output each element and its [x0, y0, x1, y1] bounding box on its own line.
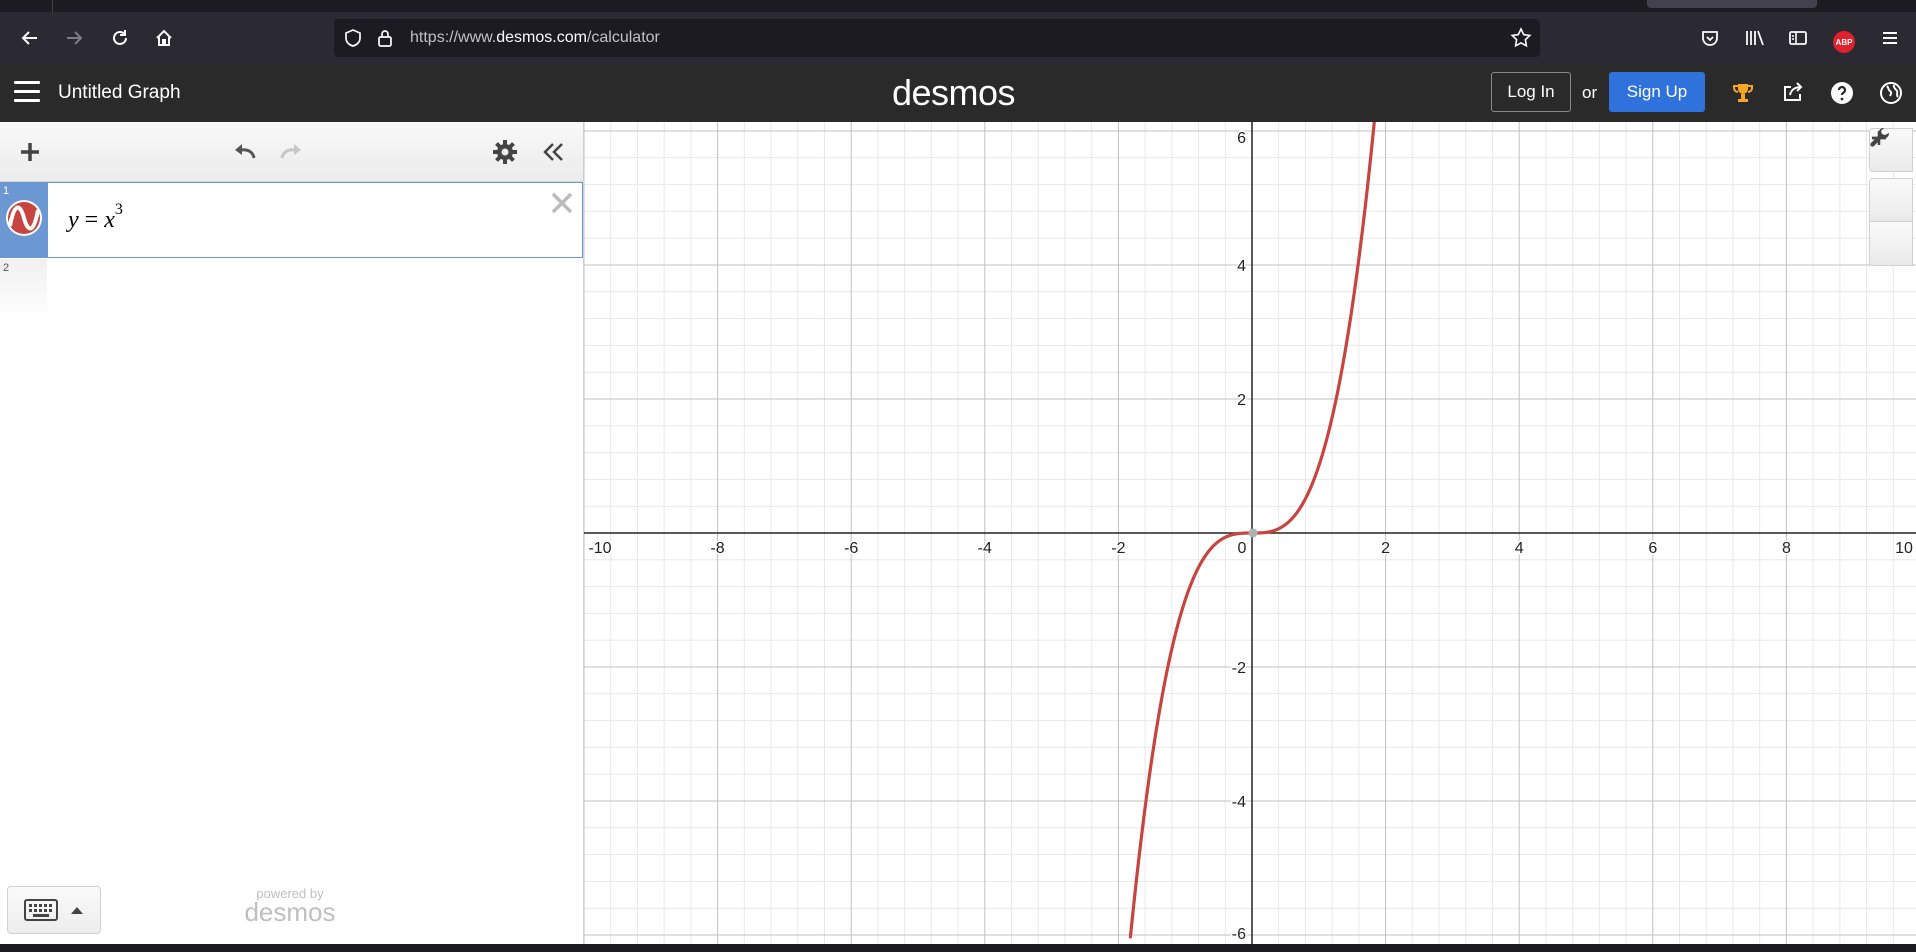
expression-input[interactable]: y = x3 — [47, 182, 583, 258]
help-icon[interactable] — [1827, 78, 1857, 108]
collapse-panel-icon[interactable] — [535, 134, 571, 170]
expression-panel: 1 y = x3 2 powered by desmos — [0, 122, 584, 944]
browser-toolbar: https://www.desmos.com/calculator ABP — [0, 12, 1916, 64]
graph-color-icon[interactable] — [5, 199, 43, 237]
sign-up-button[interactable]: Sign Up — [1609, 72, 1705, 112]
forward-arrow-icon[interactable] — [56, 20, 92, 56]
zoom-in-icon[interactable] — [1869, 131, 1913, 222]
or-label: or — [1582, 83, 1598, 102]
tab-separator — [52, 0, 53, 12]
home-icon[interactable] — [146, 20, 182, 56]
powered-by-text: powered by — [256, 886, 324, 901]
expression-index: 2 — [3, 262, 10, 274]
x-tick-label: 10 — [1895, 540, 1913, 557]
x-tick-label: 2 — [1381, 540, 1390, 557]
expression-tab[interactable]: 2 — [0, 259, 47, 319]
graph-controls — [1869, 128, 1913, 266]
add-item-plus-icon[interactable] — [12, 134, 48, 170]
y-tick-label: 6 — [1237, 130, 1246, 147]
browser-tab[interactable] — [1647, 0, 1817, 8]
app-menu-icon[interactable] — [1872, 20, 1908, 56]
y-tick-label: 4 — [1237, 258, 1246, 275]
bookmark-star-icon[interactable] — [1510, 27, 1532, 54]
y-tick-label: -2 — [1232, 660, 1246, 677]
desmos-logo: desmos — [892, 72, 1016, 113]
expression-row[interactable]: 1 y = x3 — [0, 182, 583, 258]
sidebar-icon[interactable] — [1780, 20, 1816, 56]
pocket-icon[interactable] — [1692, 20, 1728, 56]
url-bar[interactable]: https://www.desmos.com/calculator — [334, 19, 1540, 57]
lock-icon[interactable] — [376, 29, 394, 52]
y-tick-label: -4 — [1232, 794, 1246, 811]
browser-tab-strip — [0, 0, 1916, 12]
y-tick-label: 2 — [1237, 392, 1246, 409]
share-icon[interactable] — [1778, 78, 1808, 108]
y-tick-label: -6 — [1232, 926, 1246, 943]
zoom-out-icon[interactable] — [1869, 136, 1913, 266]
hamburger-menu-icon[interactable] — [14, 81, 40, 103]
expression-latex[interactable]: y = x3 — [68, 201, 123, 233]
delete-expression-icon[interactable] — [548, 189, 576, 217]
redo-icon[interactable] — [274, 134, 310, 170]
expression-toolbar — [0, 122, 583, 182]
x-tick-label: -6 — [844, 540, 858, 557]
x-tick-label: 6 — [1648, 540, 1657, 557]
trophy-icon[interactable] — [1728, 78, 1758, 108]
url-text[interactable]: https://www.desmos.com/calculator — [410, 29, 660, 46]
caret-up-icon — [71, 907, 83, 914]
x-tick-label: -4 — [978, 540, 992, 557]
undo-icon[interactable] — [226, 134, 262, 170]
x-tick-label: -2 — [1111, 540, 1125, 557]
x-tick-label: 4 — [1515, 540, 1524, 557]
x-tick-label: 0 — [1238, 540, 1247, 557]
expression-tab[interactable]: 1 — [0, 182, 47, 258]
x-tick-label: -8 — [710, 540, 724, 557]
x-tick-label: 8 — [1782, 540, 1791, 557]
expression-row-empty[interactable]: 2 — [0, 259, 583, 319]
window-bottom-edge — [0, 944, 1916, 952]
expression-index: 1 — [3, 185, 10, 197]
origin-point — [1248, 528, 1258, 538]
graph-title[interactable]: Untitled Graph — [58, 82, 181, 103]
log-in-button[interactable]: Log In — [1491, 72, 1571, 112]
adblock-plus-icon[interactable]: ABP — [1833, 31, 1855, 53]
keypad-toggle-button[interactable] — [7, 886, 101, 934]
graph-paper[interactable]: -10 -8 -6 -4 -2 0 2 4 6 8 10 6 4 2 -2 -4 -6 — [584, 122, 1916, 944]
library-icon[interactable] — [1737, 20, 1773, 56]
x-tick-label: -10 — [588, 540, 611, 557]
powered-by-logo: desmos — [244, 897, 336, 927]
back-arrow-icon[interactable] — [12, 20, 48, 56]
graph-canvas[interactable]: -10 -8 -6 -4 -2 0 2 4 6 8 10 6 4 2 -2 -4 -6 — [584, 122, 1916, 944]
keyboard-icon — [24, 899, 58, 921]
settings-gear-icon[interactable] — [487, 134, 523, 170]
reload-icon[interactable] — [102, 20, 138, 56]
desmos-header: Untitled Graph desmos Log In or Sign Up — [0, 64, 1916, 122]
powered-by-desmos[interactable]: powered by desmos — [240, 886, 340, 925]
globe-language-icon[interactable] — [1876, 78, 1906, 108]
tracking-shield-icon[interactable] — [344, 29, 362, 52]
